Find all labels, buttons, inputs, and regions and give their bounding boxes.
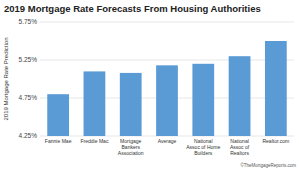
bar bbox=[84, 71, 106, 136]
y-tick-label: 5.25% bbox=[19, 56, 38, 63]
title: 2019 Mortgage Rate Forecasts From Housin… bbox=[4, 3, 261, 14]
y-tick-label: 4.75% bbox=[19, 94, 38, 101]
bar bbox=[265, 41, 287, 136]
grid-line bbox=[40, 22, 294, 23]
grid bbox=[40, 22, 294, 136]
x-tick-label: NationalAssoc ofRealtors bbox=[230, 138, 250, 156]
y-axis-label: 2019 Mortgage Rate Prediction bbox=[3, 37, 9, 120]
x-tick-label: Freddie Mac bbox=[80, 138, 109, 144]
y-tick-label: 4.25% bbox=[19, 132, 38, 139]
x-tick-label: NationalAssoc of HomeBuilders bbox=[186, 138, 220, 156]
bar bbox=[47, 94, 69, 136]
watermark: ©TheMortgageReports.com bbox=[240, 162, 296, 168]
x-tick-label: Average bbox=[158, 138, 177, 144]
bars bbox=[47, 41, 286, 136]
bar bbox=[120, 73, 142, 136]
bar bbox=[192, 64, 214, 136]
bar bbox=[156, 65, 178, 136]
bar bbox=[229, 56, 251, 136]
chart: 2019 Mortgage Rate Forecasts From Housin… bbox=[0, 0, 299, 169]
x-tick-label: MortgageBankersAssociation bbox=[118, 138, 144, 156]
x-tick-label: Realtor.com bbox=[262, 138, 289, 144]
grid-line bbox=[40, 60, 294, 61]
y-tick-label: 5.75% bbox=[19, 18, 38, 25]
x-tick-label: Fannie Mae bbox=[45, 138, 72, 144]
